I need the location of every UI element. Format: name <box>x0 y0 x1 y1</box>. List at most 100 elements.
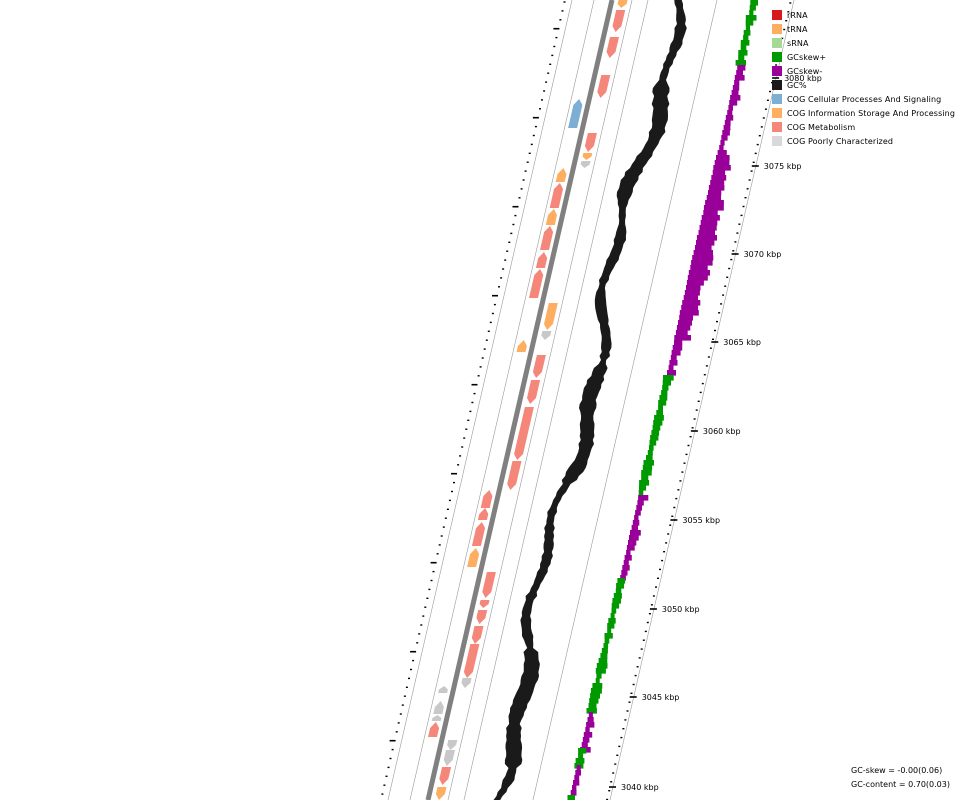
gc-skew-positive-bar <box>656 410 663 416</box>
gc-skew-positive-bar <box>651 430 660 436</box>
guide-lines <box>387 0 795 800</box>
cog-feature-arrow <box>477 508 489 520</box>
gc-skew-stat: GC-skew = -0.00(0.06) <box>851 766 943 775</box>
gc-skew-positive-bar <box>589 698 599 704</box>
gc-skew-negative-bar <box>711 175 727 181</box>
gc-skew-positive-bar <box>745 15 757 21</box>
guide-line <box>609 0 795 800</box>
gc-skew-positive-bar <box>658 405 663 411</box>
gc-skew-positive-bar <box>588 703 597 709</box>
legend-swatch <box>772 108 782 118</box>
gc-skew-negative-bar <box>731 90 739 96</box>
legend-item-srna: sRNA <box>772 36 955 50</box>
gc-skew-positive-bar <box>575 758 585 764</box>
gc-skew-positive-bar <box>601 648 608 654</box>
cog-feature-arrow <box>516 340 527 352</box>
gc-skew-positive-bar <box>639 480 650 486</box>
gc-skew-positive-bar <box>611 608 617 614</box>
gc-skew-negative-bar <box>624 555 632 561</box>
cog-feature-arrow <box>463 644 480 678</box>
gc-skew-negative-bar <box>679 310 699 316</box>
gc-skew-negative-bar <box>737 65 746 71</box>
cog-feature-arrow <box>597 75 611 98</box>
gc-skew-negative-bar <box>719 145 724 151</box>
gc-skew-positive-bar <box>617 578 626 584</box>
legend-swatch <box>772 52 782 62</box>
tick-marks-inner <box>381 1 566 795</box>
gc-skew-positive-bar <box>604 633 613 639</box>
tick-marks-outer <box>606 2 792 800</box>
cog-feature-arrow <box>476 610 488 624</box>
gc-skew-positive-bar <box>641 470 652 476</box>
gc-skew-positive-bar <box>643 460 654 466</box>
gc-skew-positive-bar <box>663 375 674 381</box>
gc-skew-positive-bar <box>567 795 575 800</box>
gc-skew-positive-bar <box>595 678 600 684</box>
gc-skew-positive-bar <box>590 693 600 699</box>
gc-skew-negative-bar <box>573 780 580 786</box>
gc-skew-negative-bar <box>638 495 649 501</box>
cog-feature-arrow <box>582 153 593 160</box>
gc-skew-negative-bar <box>581 742 588 748</box>
legend-item-cog-metabolism: COG Metabolism <box>772 120 955 134</box>
gc-skew-negative-bar <box>723 125 731 131</box>
scale-label: 3060 kbp <box>703 427 741 436</box>
guide-line <box>409 0 595 800</box>
cog-feature-arrow <box>568 99 583 128</box>
legend-label: tRNA <box>787 24 808 34</box>
gc-skew-negative-bar <box>679 315 693 321</box>
gc-skew-negative-bar <box>681 305 698 311</box>
gc-skew-negative-bar <box>678 320 692 326</box>
gc-skew-positive-bar <box>740 40 750 46</box>
gc-skew-negative-bar <box>710 180 725 186</box>
gc-skew-negative-bar <box>575 770 581 776</box>
guide-line <box>532 0 718 800</box>
gc-skew-positive-bar <box>596 663 608 669</box>
legend-item-trna: tRNA <box>772 22 955 36</box>
legend-swatch <box>772 94 782 104</box>
gc-skew-track <box>567 0 758 800</box>
gc-skew-positive-bar <box>738 55 745 61</box>
gc-skew-positive-bar <box>604 638 610 644</box>
gc-content-stat: GC-content = 0.70(0.03) <box>851 780 950 789</box>
legend-label: COG Cellular Processes And Signaling <box>787 94 942 104</box>
cog-feature-arrow <box>544 303 558 330</box>
cog-feature-arrow <box>447 740 458 750</box>
legend-item-cog-information: COG Information Storage And Processing <box>772 106 955 120</box>
gc-skew-negative-bar <box>672 345 683 351</box>
legend-item-cog-cellular: COG Cellular Processes And Signaling <box>772 92 955 106</box>
gc-skew-negative-bar <box>683 295 698 301</box>
legend-swatch <box>772 80 782 90</box>
gc-skew-positive-bar <box>740 45 747 51</box>
cog-feature-arrow <box>606 37 619 58</box>
legend: rRNA tRNA sRNA GCskew+ GCskew- GC% COG C… <box>772 8 955 148</box>
gc-skew-positive-bar <box>603 643 609 649</box>
gc-skew-positive-bar <box>745 20 754 26</box>
gc-skew-negative-bar <box>637 500 644 506</box>
gc-skew-negative-bar <box>703 210 718 216</box>
gc-skew-negative-bar <box>576 765 581 771</box>
gc-skew-negative-bar <box>716 155 730 161</box>
gc-skew-negative-bar <box>713 165 731 171</box>
gc-skew-positive-bar <box>653 420 663 426</box>
genome-backbone <box>425 0 615 800</box>
gc-skew-negative-bar <box>696 235 717 241</box>
gc-skew-negative-bar <box>631 525 638 531</box>
cog-feature-arrow <box>435 787 447 800</box>
gc-skew-positive-bar <box>578 748 587 754</box>
gc-skew-negative-bar <box>722 130 730 136</box>
gc-skew-positive-bar <box>600 653 608 659</box>
gc-skew-negative-bar <box>700 220 718 226</box>
cog-feature-arrow <box>535 252 548 268</box>
gc-skew-negative-bar <box>699 225 717 231</box>
legend-label: sRNA <box>787 38 809 48</box>
gc-skew-positive-bar <box>612 598 621 604</box>
cog-feature-arrow <box>584 133 597 152</box>
scale-label: 3080 kbp <box>784 74 822 83</box>
cog-feature-arrow <box>549 183 563 208</box>
cog-feature-arrow <box>428 722 440 737</box>
gc-content-track <box>493 0 687 800</box>
gc-skew-negative-bar <box>708 185 725 191</box>
scale-label: 3050 kbp <box>662 605 700 614</box>
